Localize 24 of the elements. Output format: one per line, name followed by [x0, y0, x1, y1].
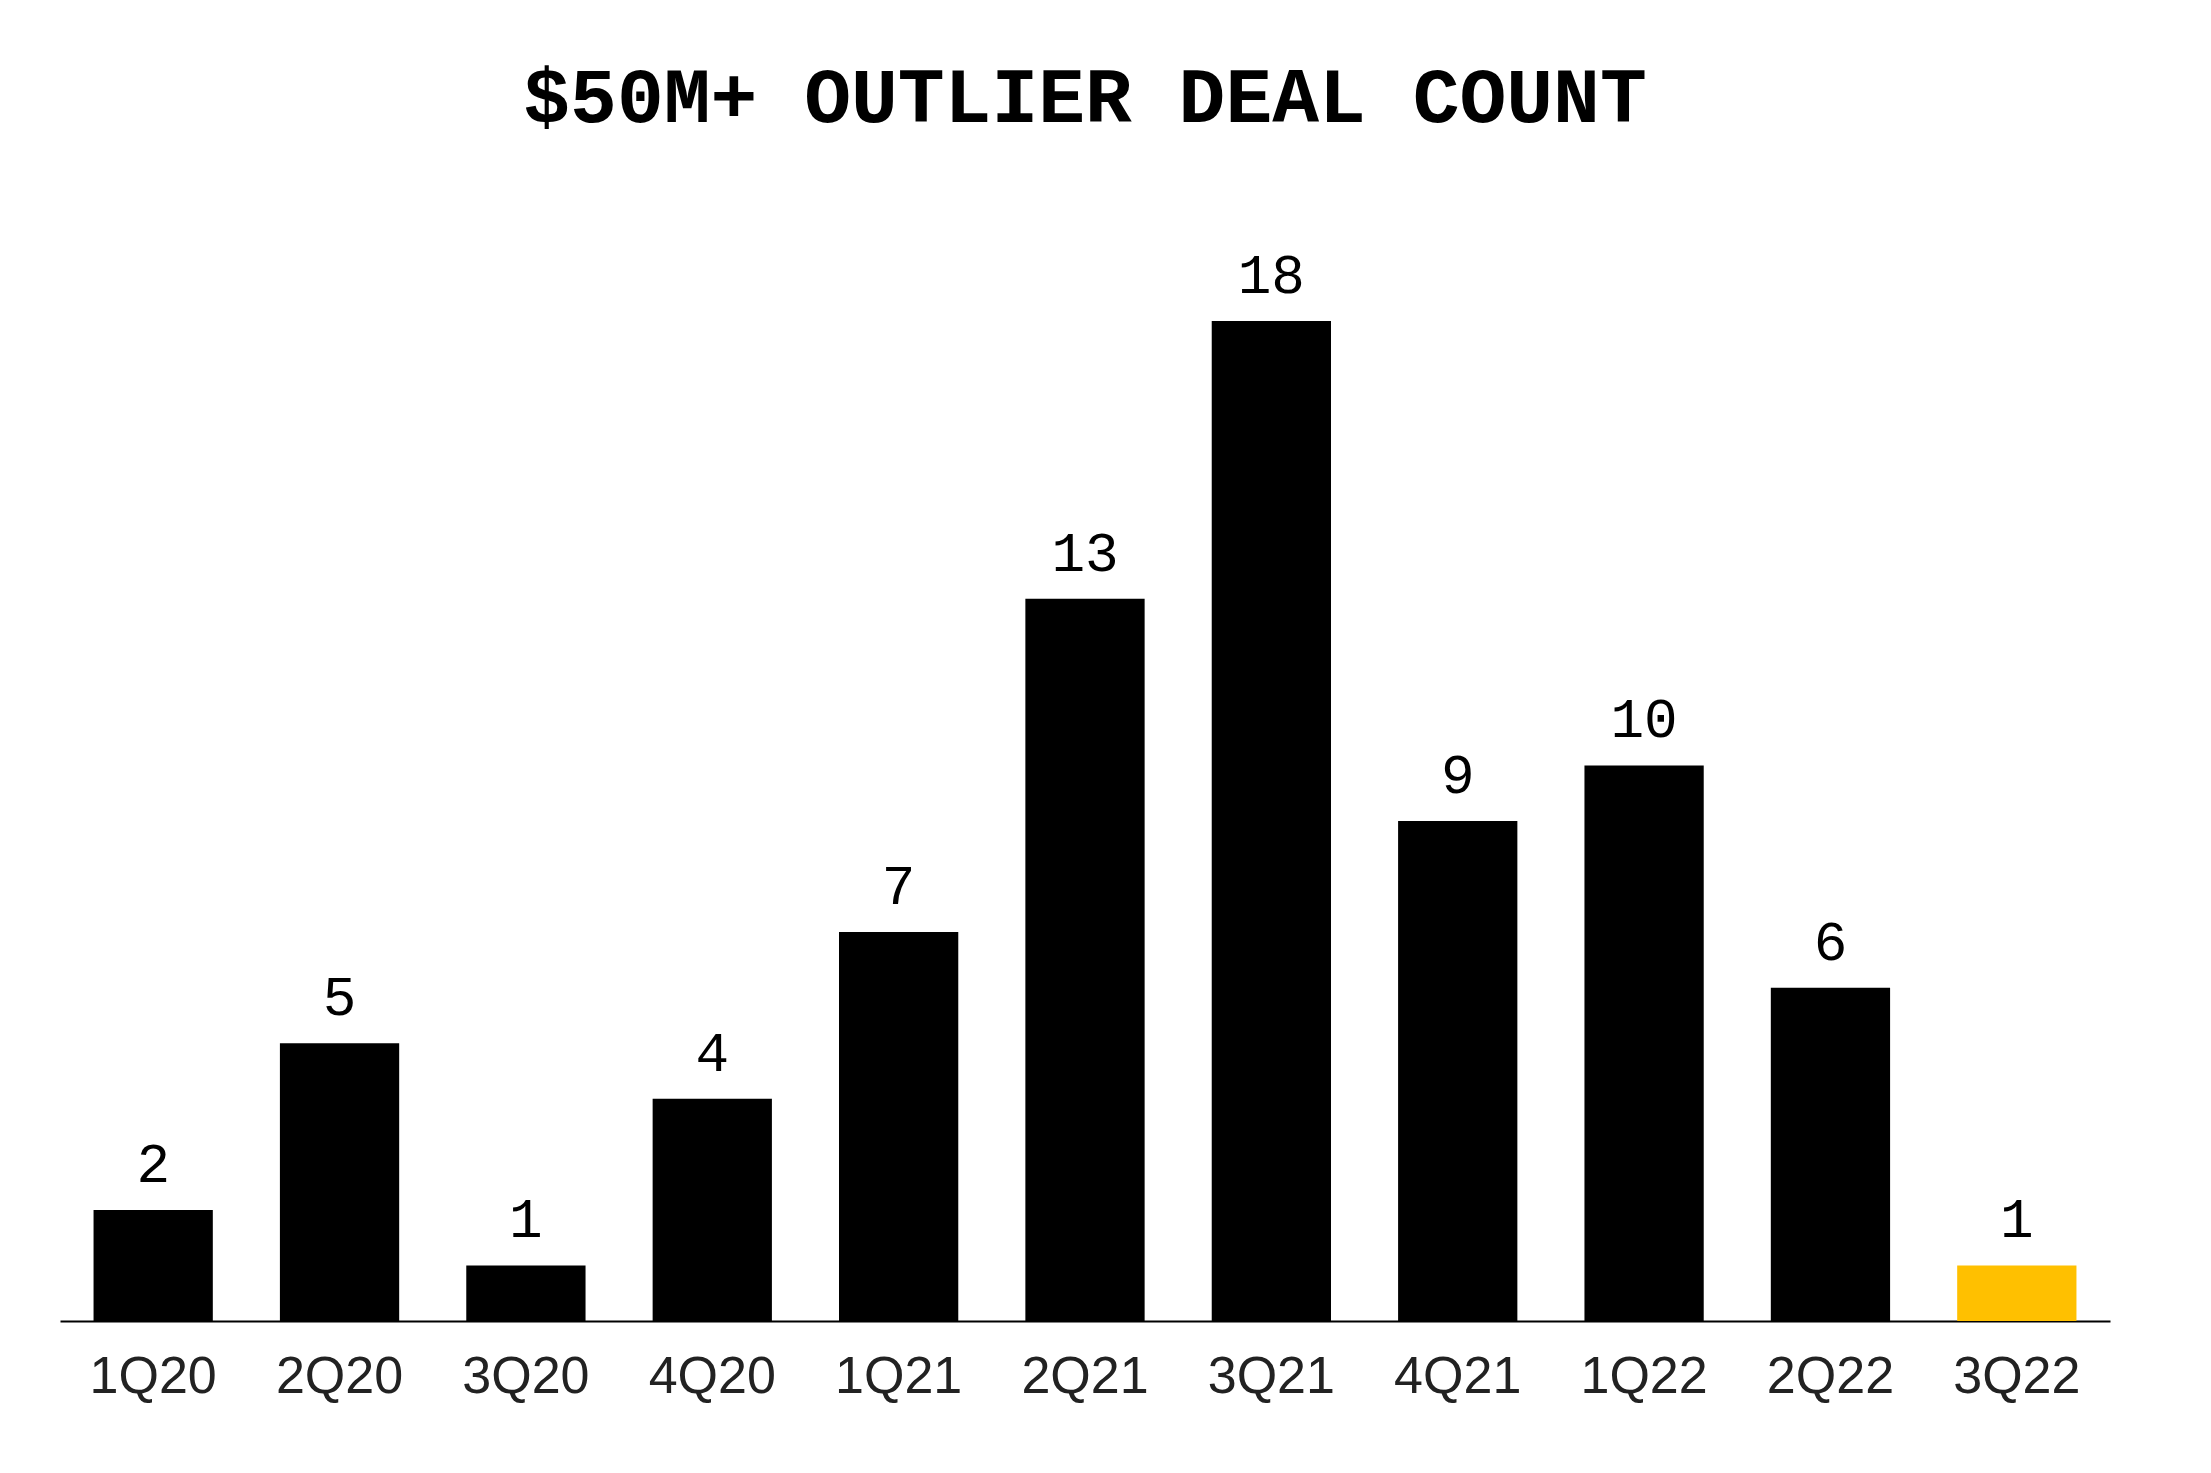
x-tick-label: 2Q20	[275, 1345, 404, 1404]
x-tick-label: 1Q22	[1580, 1345, 1708, 1404]
x-tick-label: 3Q21	[1207, 1345, 1335, 1404]
data-label: 5	[322, 968, 357, 1033]
data-label: 1	[509, 1190, 543, 1255]
x-tick-label: 2Q21	[1021, 1345, 1149, 1404]
x-tick-label: 3Q22	[1953, 1345, 2081, 1404]
data-label: 10	[1610, 690, 1678, 755]
x-tick-label: 4Q21	[1394, 1345, 1522, 1404]
data-label: 7	[881, 857, 916, 922]
data-label: 2	[136, 1134, 170, 1199]
data-label: 18	[1237, 246, 1305, 310]
data-label: 4	[695, 1023, 730, 1088]
x-tick-label: 3Q20	[462, 1345, 590, 1404]
x-tick-label: 2Q22	[1766, 1345, 1895, 1404]
chart-title: $50M+ OUTLIER DEAL COUNT	[523, 57, 1647, 145]
x-tick-label: 1Q20	[89, 1345, 217, 1404]
data-label: 13	[1051, 523, 1119, 588]
data-label: 6	[1813, 912, 1848, 977]
data-label: 9	[1440, 746, 1475, 810]
bar	[1957, 1265, 2077, 1321]
data-label: 1	[2000, 1190, 2034, 1255]
x-tick-label: 4Q20	[648, 1345, 776, 1404]
x-tick-label: 1Q21	[835, 1345, 963, 1404]
